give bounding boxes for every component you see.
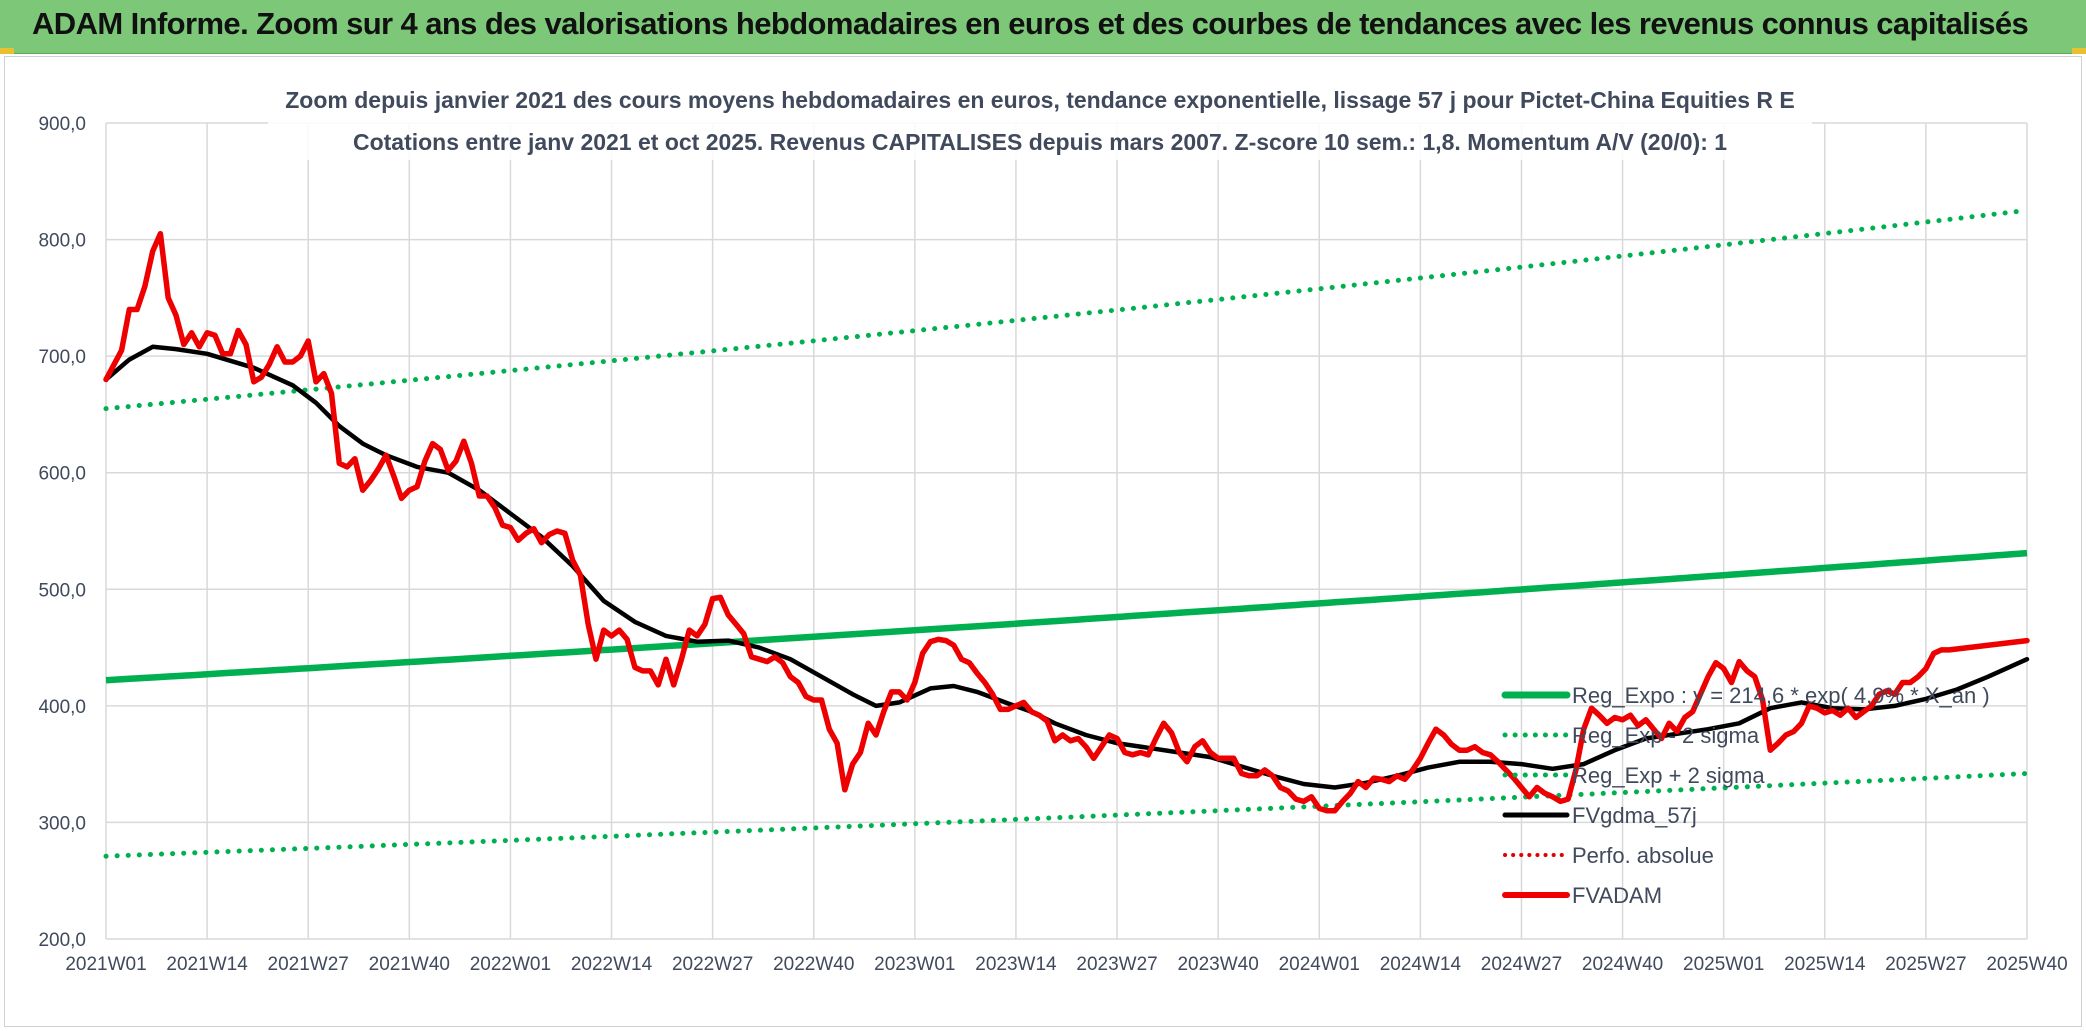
- banner-corner-right: [2072, 48, 2086, 54]
- x-tick-label: 2022W01: [470, 954, 551, 975]
- series-line-dotted-green: [103, 207, 2030, 412]
- y-tick-label: 600,0: [38, 464, 86, 485]
- chart: 200,0 300,0 400,0 500,0 600,0 700,0 800,0 900,0…: [38, 80, 2068, 975]
- y-tick-label: 400,0: [38, 697, 86, 718]
- x-tick-label: 2023W27: [1076, 954, 1157, 975]
- x-tick-label: 2021W01: [65, 954, 146, 975]
- y-axis-ticks: 200,0 300,0 400,0 500,0 600,0 700,0 800,0 900,0: [38, 114, 86, 951]
- y-tick-label: 300,0: [38, 813, 86, 834]
- x-tick-label: 2023W14: [975, 954, 1057, 975]
- x-tick-label: 2024W27: [1481, 954, 1562, 975]
- y-tick-label: 500,0: [38, 580, 86, 601]
- chart-title-line1: Zoom depuis janvier 2021 des cours moyen…: [285, 87, 1795, 113]
- x-gridlines: [105, 123, 2028, 939]
- series-line-solid-green-thick: [105, 549, 2028, 684]
- banner-corner-left: [0, 48, 14, 54]
- x-tick-label: 2023W01: [874, 954, 955, 975]
- series-group: [103, 207, 2030, 859]
- banner: ADAM Informe. Zoom sur 4 ans des valoris…: [0, 0, 2086, 54]
- legend: Reg_Expo : y = 214,6 * exp( 4,9% * X_an …: [1501, 683, 1990, 908]
- x-tick-label: 2022W27: [672, 954, 753, 975]
- y-tick-label: 700,0: [38, 347, 86, 368]
- x-tick-label: 2021W27: [268, 954, 349, 975]
- x-tick-label: 2023W40: [1177, 954, 1258, 975]
- legend-label: Reg_Exp - 2 sigma: [1572, 723, 1760, 748]
- y-gridlines: [106, 122, 2027, 940]
- x-tick-label: 2021W40: [369, 954, 450, 975]
- x-tick-label: 2025W27: [1885, 954, 1966, 975]
- x-axis-ticks: 2021W01 2021W14 2021W27 2021W40 2022W01 2022W…: [65, 954, 2067, 975]
- x-tick-label: 2022W14: [571, 954, 653, 975]
- x-tick-label: 2024W14: [1380, 954, 1462, 975]
- x-tick-label: 2024W40: [1582, 954, 1663, 975]
- x-tick-label: 2025W01: [1683, 954, 1764, 975]
- x-tick-label: 2022W40: [773, 954, 854, 975]
- y-tick-label: 800,0: [38, 231, 86, 252]
- title-background: [268, 80, 1812, 160]
- x-tick-label: 2025W40: [1986, 954, 2067, 975]
- x-tick-label: 2025W14: [1784, 954, 1866, 975]
- series-line-dotted-green: [103, 771, 2030, 859]
- y-tick-label: 900,0: [38, 114, 86, 135]
- banner-title: ADAM Informe. Zoom sur 4 ans des valoris…: [32, 6, 2029, 41]
- x-tick-label: 2024W01: [1279, 954, 1360, 975]
- y-tick-label: 200,0: [38, 930, 86, 951]
- series-line-solid-red-thick: [103, 230, 2030, 814]
- chart-title-line2: Cotations entre janv 2021 et oct 2025. R…: [353, 129, 1727, 155]
- legend-label: Reg_Exp + 2 sigma: [1572, 763, 1765, 788]
- series-line-solid-black: [103, 344, 2030, 790]
- legend-label: Reg_Expo : y = 214,6 * exp( 4,9% * X_an …: [1572, 683, 1990, 708]
- legend-label: FVgdma_57j: [1572, 803, 1697, 828]
- legend-label: FVADAM: [1572, 883, 1662, 908]
- x-tick-label: 2021W14: [166, 954, 248, 975]
- legend-label: Perfo. absolue: [1572, 843, 1714, 868]
